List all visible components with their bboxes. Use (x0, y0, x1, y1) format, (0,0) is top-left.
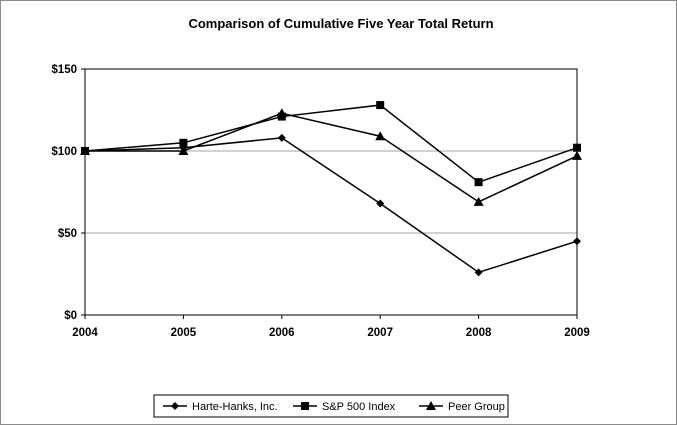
x-tick-label: 2009 (564, 327, 590, 339)
data-point-square (376, 101, 385, 110)
data-point-triangle (572, 150, 582, 160)
legend-label: S&P 500 Index (322, 401, 396, 413)
series-diamond (81, 133, 581, 277)
data-point-triangle (473, 196, 484, 206)
data-point-triangle (375, 131, 386, 141)
gridlines (85, 150, 577, 234)
chart-title: Comparison of Cumulative Five Year Total… (188, 16, 493, 31)
x-axis-ticks: 2004 2005 2006 2007 2008 2009 (72, 315, 590, 339)
data-point-diamond (474, 268, 483, 277)
series-line (84, 137, 578, 274)
data-point-triangle (276, 108, 287, 118)
series-lines (80, 101, 582, 277)
x-tick-label: 2008 (466, 327, 492, 339)
legend-label: Harte-Hanks, Inc. (192, 401, 278, 413)
data-point-diamond (277, 133, 286, 142)
x-tick-label: 2006 (269, 327, 295, 339)
plot-area (84, 68, 578, 316)
data-point-triangle (80, 146, 90, 155)
data-point-triangle (178, 146, 189, 155)
data-point-square (179, 138, 188, 147)
x-tick-label: 2007 (367, 327, 393, 339)
legend-entry: Harte-Hanks, Inc. (163, 401, 278, 413)
legend: Harte-Hanks, Inc. S&P 500 Index Peer Group (153, 394, 509, 418)
legend-label: Peer Group (448, 401, 505, 413)
y-axis-ticks: $0 $50 $100 $150 (51, 64, 85, 322)
data-point-diamond (573, 237, 581, 246)
legend-entry: Peer Group (419, 401, 505, 413)
data-point-square (573, 143, 581, 152)
data-point-diamond (376, 199, 385, 208)
legend-box (153, 394, 509, 418)
data-point-square (474, 178, 483, 187)
series-square (81, 101, 581, 187)
y-tick-label: $50 (58, 228, 77, 240)
series-line (84, 104, 578, 184)
legend-marker-triangle (426, 401, 436, 410)
series-line (85, 112, 578, 203)
x-tick-label: 2005 (171, 327, 197, 339)
y-tick-label: $150 (51, 64, 77, 76)
y-tick-label: $100 (51, 146, 77, 158)
x-tick-label: 2004 (72, 327, 98, 339)
y-tick-label: $0 (64, 310, 77, 322)
legend-marker-square (301, 402, 309, 410)
legend-entry: S&P 500 Index (293, 401, 396, 413)
series-triangle (80, 108, 582, 206)
legend-marker-diamond (171, 402, 179, 410)
